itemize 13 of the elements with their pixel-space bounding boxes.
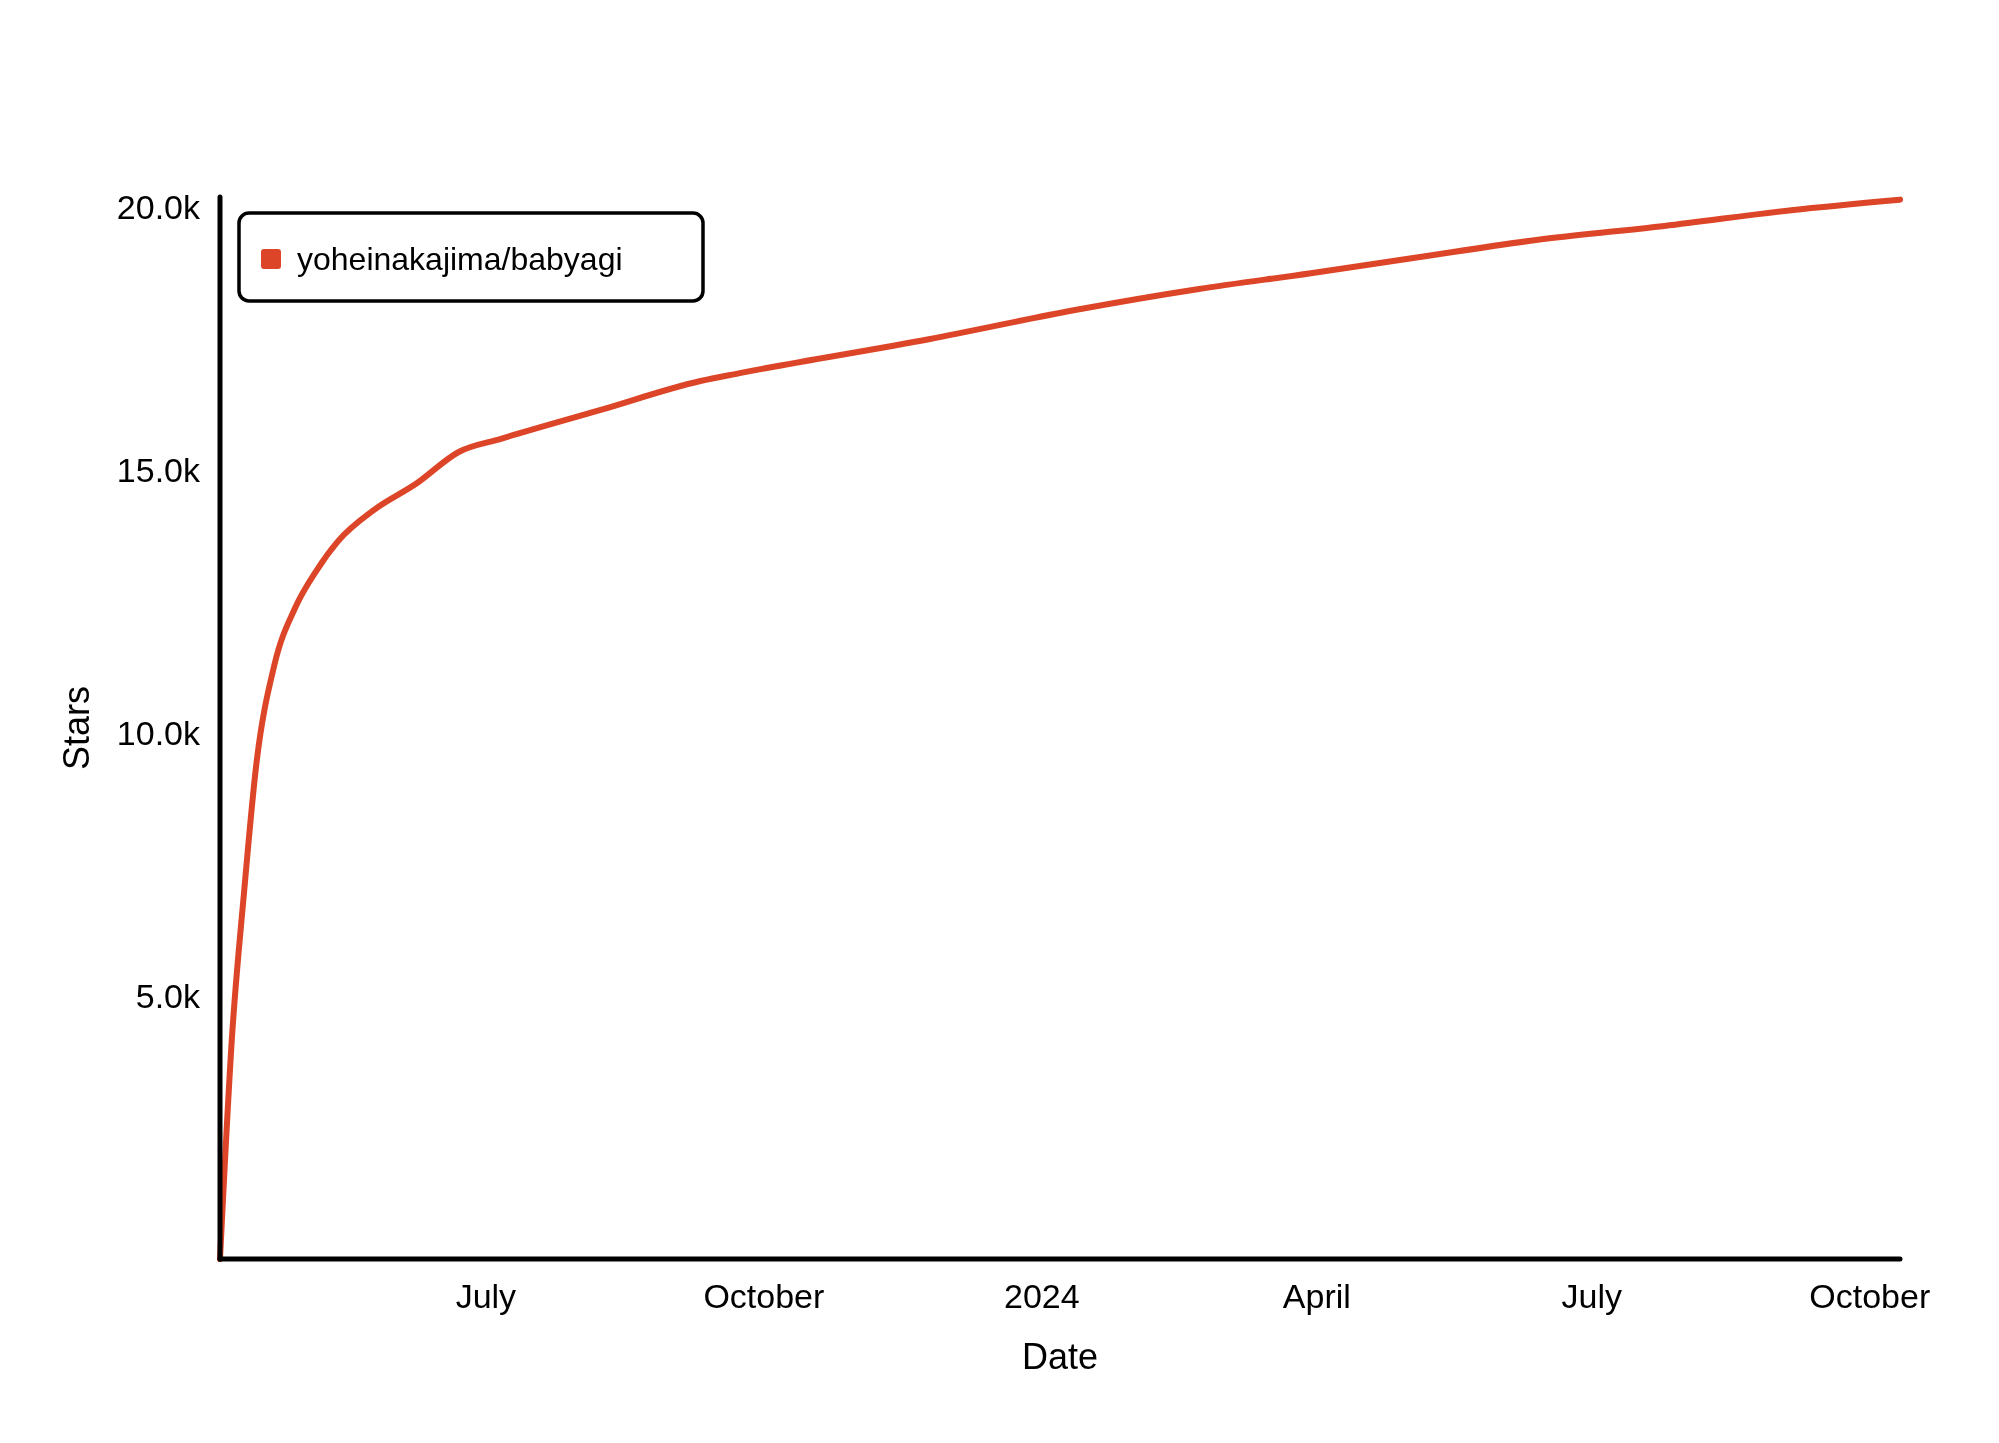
y-tick-label: 15.0k xyxy=(116,451,201,490)
x-tick-label: October xyxy=(703,1276,825,1315)
x-tick-label: 2024 xyxy=(1004,1276,1080,1315)
y-axis-title: Stars xyxy=(55,685,97,771)
x-tick-label: April xyxy=(1282,1276,1351,1315)
y-tick-label: 10.0k xyxy=(116,714,201,753)
x-tick-label: July xyxy=(1561,1276,1623,1315)
x-tick-label: October xyxy=(1809,1276,1931,1315)
x-axis-title: Date xyxy=(1021,1335,1099,1377)
legend-label: yoheinakajima/babyagi xyxy=(297,241,623,278)
y-tick-label: 5.0k xyxy=(135,977,201,1016)
x-tick-label: July xyxy=(455,1276,517,1315)
y-tick-label: 20.0k xyxy=(116,188,201,227)
